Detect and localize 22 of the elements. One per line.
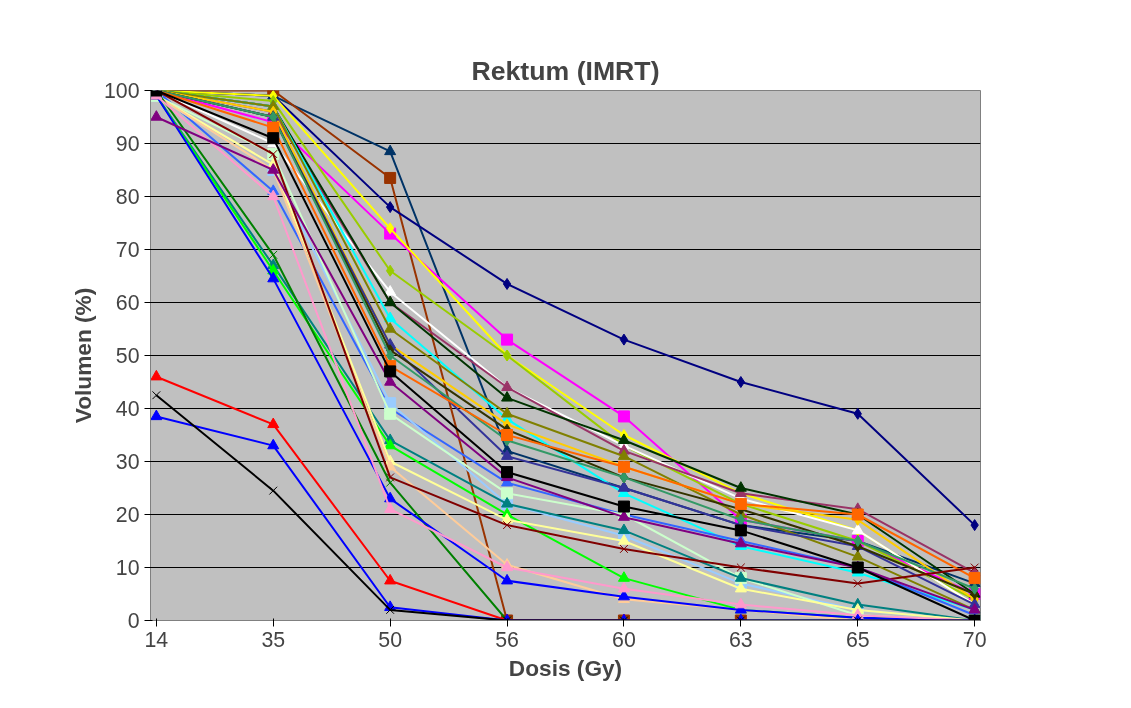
x-axis-title: Dosis (Gy) <box>508 654 623 681</box>
x-tick-label: 60 <box>612 627 636 652</box>
y-tick-label: 30 <box>115 450 140 474</box>
y-tick-label: 40 <box>115 397 140 421</box>
y-tick-label: 50 <box>115 344 140 368</box>
x-tick-label: 65 <box>845 627 870 652</box>
x-tick-label: 56 <box>495 627 519 652</box>
x-tick-label: 50 <box>378 627 403 652</box>
y-tick-label: 80 <box>115 185 140 209</box>
x-tick-label: 63 <box>728 627 753 652</box>
x-tick-label: 14 <box>144 627 169 652</box>
chart-title: Rektum (IMRT) <box>471 55 660 86</box>
y-tick-label: 20 <box>115 503 140 527</box>
x-tick-label: 35 <box>261 627 286 652</box>
y-tick-label: 90 <box>115 132 140 156</box>
y-tick-label: 100 <box>103 79 140 103</box>
y-tick-label: 0 <box>127 609 140 633</box>
y-axis-title: Volumen (%) <box>69 287 96 424</box>
y-tick-label: 70 <box>115 238 140 262</box>
y-tick-label: 60 <box>115 291 140 315</box>
y-tick-label: 10 <box>115 556 140 580</box>
x-tick-label: 70 <box>962 627 987 652</box>
